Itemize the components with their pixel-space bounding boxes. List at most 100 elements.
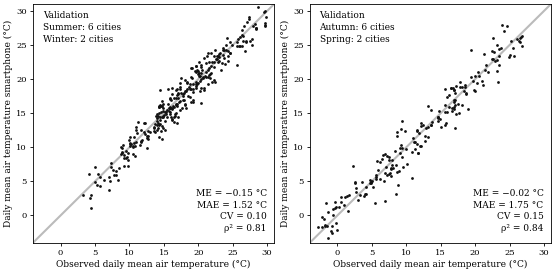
Point	[199, 86, 208, 91]
Point	[191, 86, 200, 90]
Point	[161, 127, 170, 132]
Point	[392, 162, 401, 167]
Point	[188, 66, 196, 70]
Point	[124, 164, 133, 168]
Point	[157, 128, 165, 133]
Point	[215, 54, 224, 59]
Point	[158, 115, 166, 120]
Point	[379, 153, 387, 157]
Point	[186, 100, 195, 104]
Point	[125, 138, 134, 143]
Point	[473, 81, 482, 85]
Point	[189, 87, 198, 91]
Point	[329, 213, 337, 217]
Point	[361, 192, 370, 197]
Point	[371, 175, 380, 179]
Point	[199, 75, 208, 79]
Point	[225, 50, 234, 55]
Point	[104, 188, 113, 192]
Point	[195, 60, 204, 64]
Point	[117, 145, 126, 149]
Point	[191, 64, 200, 68]
Point	[137, 140, 145, 144]
Point	[155, 105, 164, 109]
Point	[413, 141, 422, 146]
Point	[192, 64, 201, 68]
Point	[387, 158, 396, 162]
Point	[362, 185, 371, 189]
Point	[478, 79, 487, 83]
Point	[441, 109, 450, 114]
Point	[85, 195, 94, 200]
Point	[215, 58, 224, 63]
Point	[117, 150, 126, 155]
Point	[127, 142, 135, 146]
Text: Validation
Summer: 6 cities
Winter: 2 cities: Validation Summer: 6 cities Winter: 2 ci…	[43, 11, 121, 44]
Point	[416, 124, 425, 128]
Point	[168, 106, 176, 111]
Point	[155, 105, 164, 109]
Point	[132, 140, 140, 144]
Point	[251, 22, 260, 26]
Point	[488, 56, 497, 61]
Point	[214, 51, 223, 56]
Point	[170, 113, 179, 118]
Point	[153, 122, 162, 127]
Point	[143, 146, 152, 150]
Point	[349, 164, 358, 169]
Point	[203, 51, 212, 55]
Point	[202, 61, 211, 66]
Point	[458, 103, 467, 107]
Point	[241, 39, 250, 43]
Point	[154, 114, 163, 118]
Point	[196, 100, 205, 105]
Point	[357, 180, 366, 184]
Point	[506, 52, 514, 57]
Point	[196, 65, 205, 69]
Point	[175, 99, 184, 103]
Point	[130, 144, 139, 148]
Point	[225, 40, 234, 44]
Point	[188, 75, 196, 80]
Point	[238, 33, 246, 37]
Point	[164, 102, 173, 106]
Point	[220, 55, 229, 60]
Point	[407, 176, 416, 180]
Point	[467, 48, 476, 53]
Point	[119, 153, 128, 157]
Point	[182, 80, 191, 84]
Point	[398, 165, 407, 169]
Point	[175, 87, 184, 91]
Point	[192, 82, 201, 87]
Point	[140, 130, 149, 134]
Point	[392, 170, 401, 175]
Point	[386, 171, 395, 176]
Point	[410, 140, 419, 144]
Point	[331, 205, 340, 209]
Point	[456, 85, 465, 89]
Point	[504, 55, 513, 59]
Point	[183, 87, 191, 91]
Point	[185, 95, 194, 99]
Point	[196, 63, 205, 68]
Point	[99, 178, 108, 183]
Point	[119, 164, 128, 168]
Point	[155, 122, 164, 126]
Point	[366, 178, 375, 182]
Point	[508, 46, 517, 50]
Point	[166, 114, 175, 119]
Point	[125, 141, 134, 145]
Point	[423, 135, 432, 140]
Point	[164, 106, 173, 110]
Point	[171, 102, 180, 106]
Point	[201, 75, 210, 79]
Point	[210, 80, 219, 84]
Point	[176, 85, 185, 90]
Point	[163, 108, 171, 112]
Point	[517, 34, 526, 38]
Point	[150, 130, 159, 134]
Point	[111, 173, 120, 177]
Point	[154, 125, 163, 130]
Point	[152, 114, 160, 118]
Point	[344, 209, 352, 214]
